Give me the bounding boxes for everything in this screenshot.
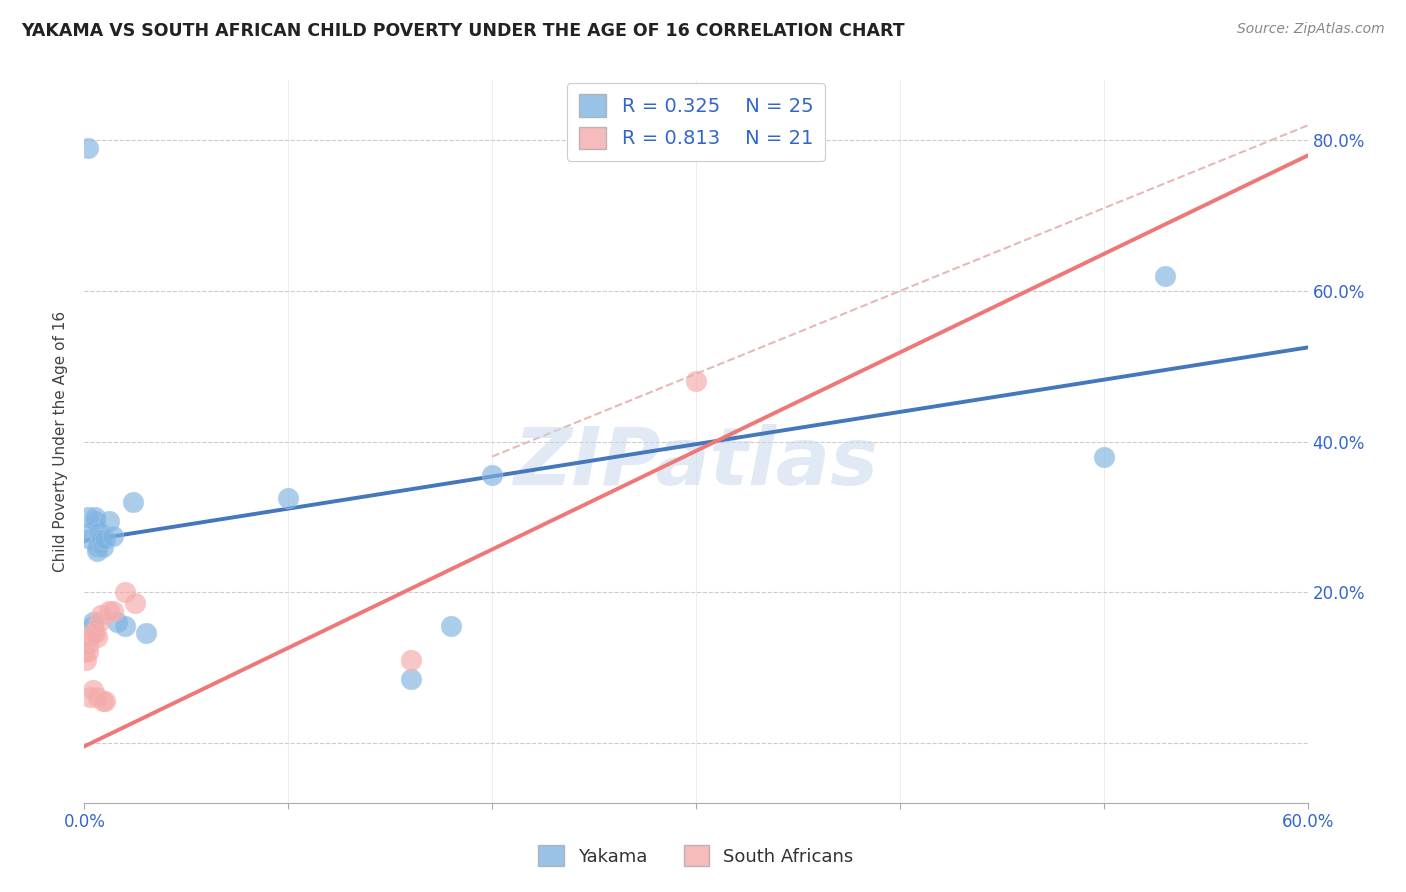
Point: [1154, 268, 1177, 283]
Point: [79, 524, 101, 539]
Point: [90, 533, 112, 547]
Point: [1092, 450, 1115, 464]
Point: [86, 630, 108, 644]
Point: [87, 524, 110, 539]
Text: YAKAMA VS SOUTH AFRICAN CHILD POVERTY UNDER THE AGE OF 16 CORRELATION CHART: YAKAMA VS SOUTH AFRICAN CHILD POVERTY UN…: [21, 22, 904, 40]
Point: [83, 509, 105, 524]
Point: [75, 653, 97, 667]
Point: [83, 514, 105, 528]
Point: [685, 374, 707, 388]
Point: [82, 615, 104, 630]
Point: [481, 468, 503, 483]
Point: [93, 694, 115, 708]
Point: [122, 494, 145, 508]
Point: [114, 585, 136, 599]
Y-axis label: Child Poverty Under the Age of 16: Child Poverty Under the Age of 16: [53, 311, 69, 572]
Point: [399, 672, 422, 686]
Point: [82, 626, 104, 640]
Point: [77, 141, 100, 155]
Point: [86, 690, 108, 705]
Point: [114, 619, 136, 633]
Point: [124, 596, 146, 610]
Legend: Yakama, South Africans: Yakama, South Africans: [531, 838, 860, 873]
Point: [97, 604, 120, 618]
Point: [90, 607, 112, 622]
Point: [105, 615, 128, 630]
Point: [101, 604, 124, 618]
Point: [93, 533, 115, 547]
Point: [79, 690, 101, 705]
Point: [97, 514, 120, 528]
Text: Source: ZipAtlas.com: Source: ZipAtlas.com: [1237, 22, 1385, 37]
Point: [91, 694, 114, 708]
Point: [73, 645, 96, 659]
Point: [91, 540, 114, 554]
Point: [77, 638, 100, 652]
Point: [277, 491, 299, 505]
Point: [86, 543, 108, 558]
Point: [86, 540, 108, 554]
Point: [135, 626, 157, 640]
Point: [83, 626, 105, 640]
Point: [82, 682, 104, 697]
Point: [87, 615, 110, 630]
Point: [79, 630, 101, 644]
Point: [399, 653, 422, 667]
Point: [82, 619, 104, 633]
Point: [79, 533, 101, 547]
Point: [101, 528, 124, 542]
Text: ZIPatlas: ZIPatlas: [513, 425, 879, 502]
Point: [77, 509, 100, 524]
Point: [77, 645, 100, 659]
Point: [440, 619, 463, 633]
